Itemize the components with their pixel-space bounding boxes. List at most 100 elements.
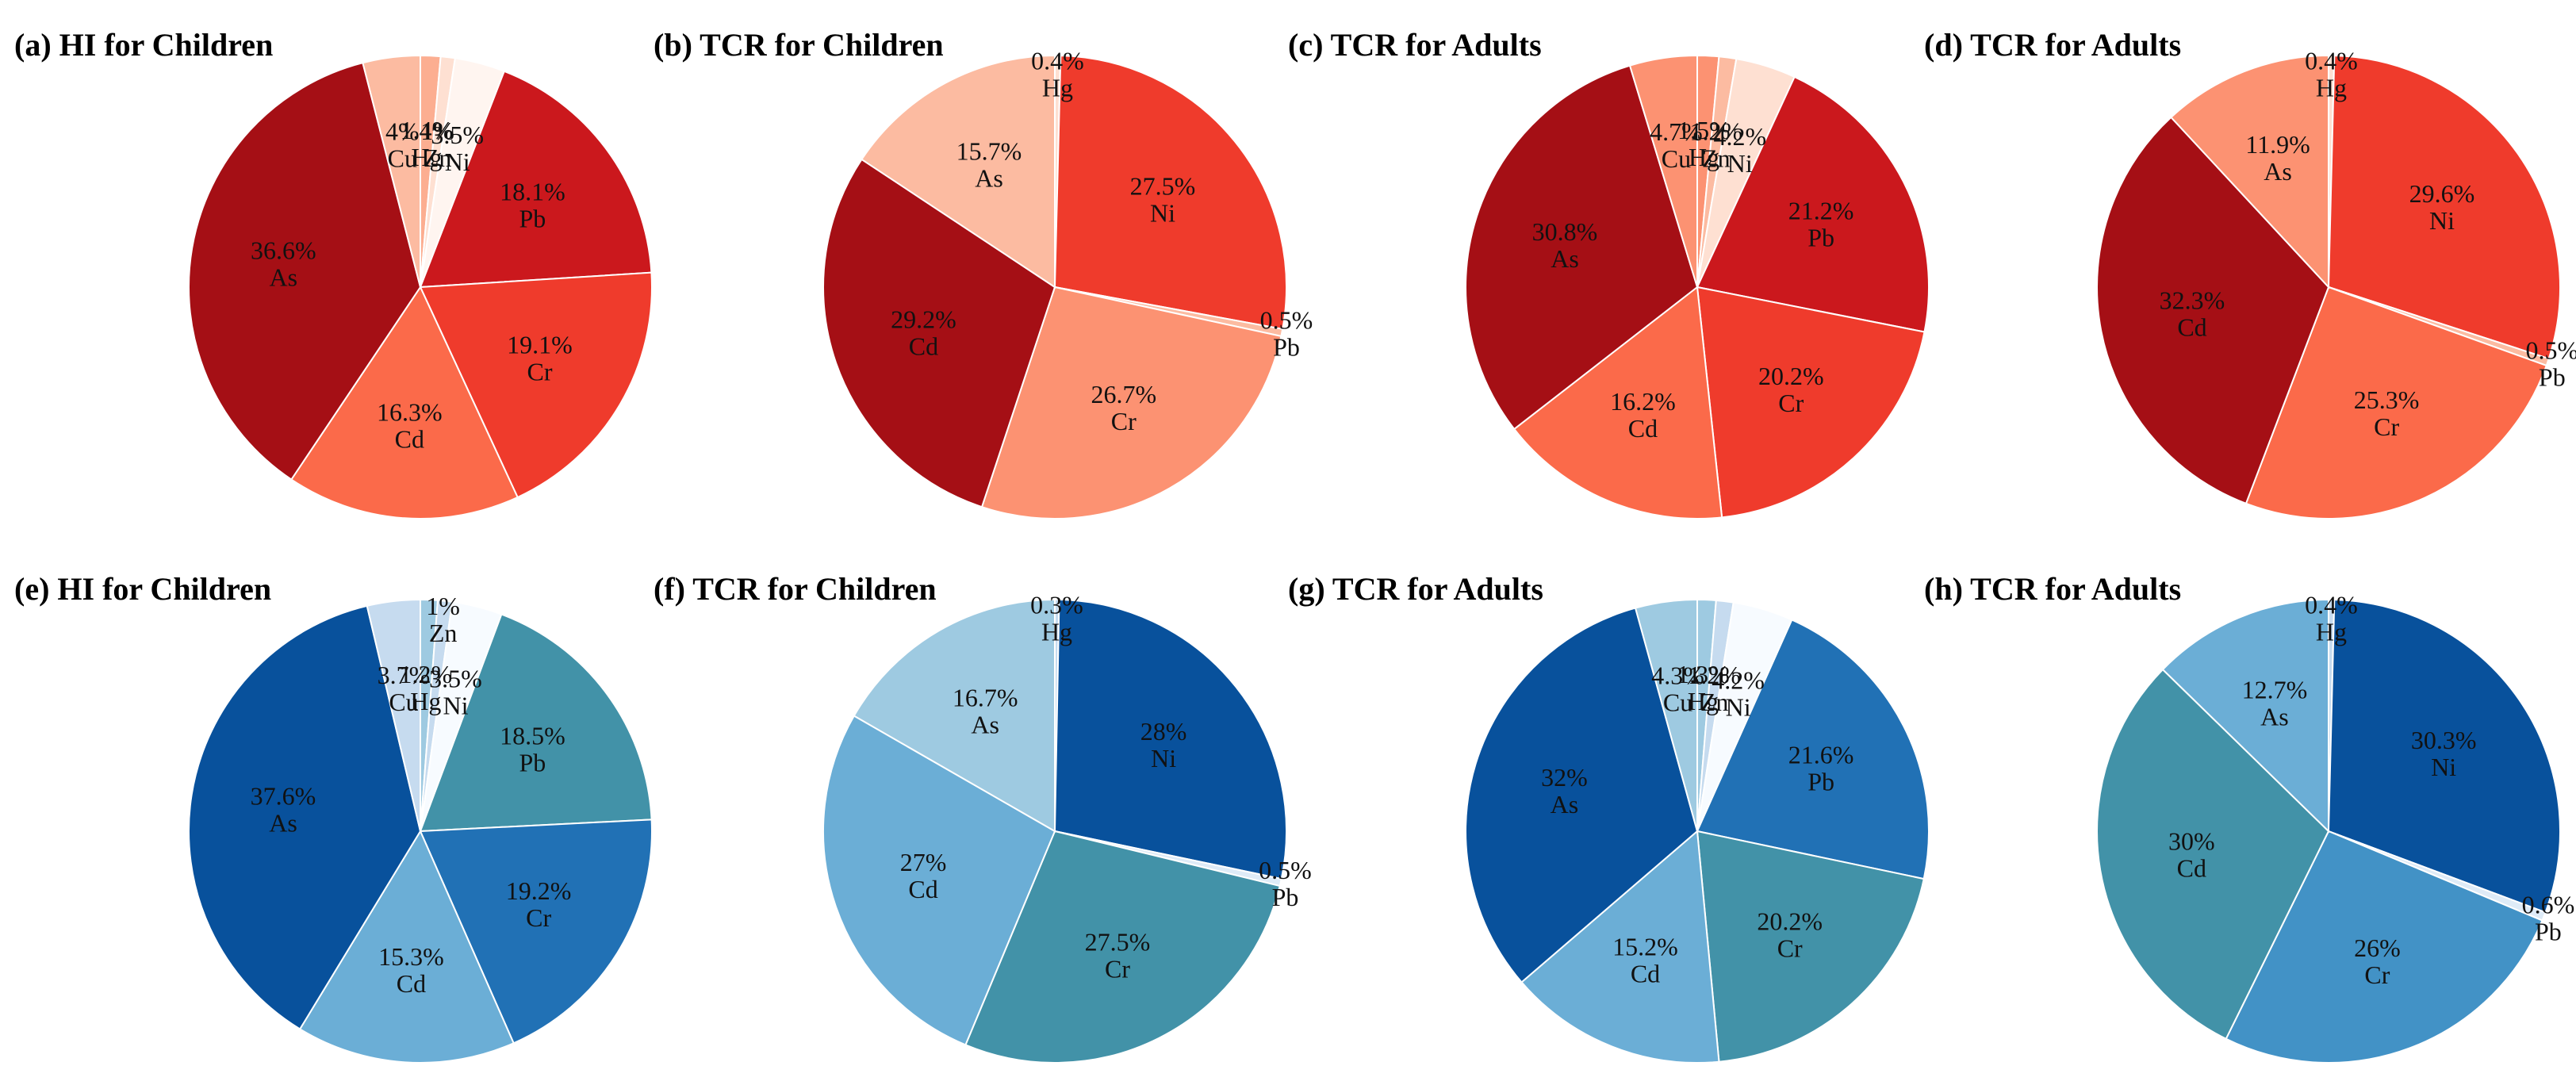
data-label-category: As <box>975 164 1003 193</box>
pie-slice-cr <box>2244 286 2548 519</box>
chart-title: (d) TCR for Adults <box>1924 27 2181 63</box>
data-label-value: 1.5% <box>1677 116 1731 144</box>
data-label-category: Pb <box>1272 883 1299 911</box>
data-label-category: Ni <box>1727 149 1753 178</box>
data-label-category: Cd <box>909 332 938 360</box>
data-label-category: Cd <box>1628 414 1658 443</box>
data-label-category: Cd <box>1631 960 1660 988</box>
pie-slice-cd <box>290 285 519 519</box>
data-label-category: As <box>971 710 999 738</box>
data-label-category: Ni <box>2429 206 2455 235</box>
data-label-category: Zn <box>429 619 458 647</box>
pie-slice-cu <box>366 598 421 832</box>
data-label-value: 27% <box>900 848 947 876</box>
pie-slice-cr <box>964 830 1281 1064</box>
chart-title: (h) TCR for Adults <box>1924 571 2181 607</box>
pie-slice-as <box>853 598 1056 833</box>
data-label-category: Ni <box>1726 693 1751 722</box>
data-label-value: 1.3% <box>1677 660 1730 688</box>
data-label-value: 15.2% <box>1612 933 1678 961</box>
chart-title: (a) HI for Children <box>14 27 273 63</box>
chart-title: (g) TCR for Adults <box>1288 571 1543 607</box>
pie-chart-h: (h) TCR for Adults 0.4%Hg 30.3%Ni 0.6%Pb 26%… <box>1924 571 2575 1064</box>
chart-title: (f) TCR for Children <box>654 571 937 607</box>
pie-slice-cr <box>419 271 653 499</box>
data-label-value: 0.5% <box>1260 306 1313 335</box>
data-label-value: 4.3% <box>1651 661 1704 690</box>
pie-slice-cr <box>1696 286 1926 519</box>
pie-slice-as <box>861 54 1056 289</box>
data-label-value: 0.4% <box>2305 46 2358 75</box>
data-label-value: 1.2% <box>1689 117 1742 146</box>
pie-slice-cd <box>822 158 1056 508</box>
data-label-category: Cr <box>1105 954 1130 983</box>
pie-chart-e: (e) HI for Children 1.2%Hg 1%Zn 3.5%Ni 18.5%… <box>14 571 653 1064</box>
data-label-category: Hg <box>2316 73 2347 102</box>
data-label-value: 0.4% <box>2305 590 2358 619</box>
pie-slice-ni <box>2327 55 2561 360</box>
data-label-value: 28% <box>1140 717 1187 746</box>
pie-chart-b: (b) TCR for Children 0.4%Hg 27.5%Ni 0.5%Pb 2… <box>654 27 1313 519</box>
pie-slice-ni <box>1053 55 1287 331</box>
data-label-value: 19.2% <box>506 876 572 905</box>
data-label-category: Cr <box>1778 389 1804 417</box>
data-label-category: Ni <box>1150 199 1175 228</box>
data-label-value: 20.2% <box>1758 362 1824 390</box>
pie-slice-ni <box>1053 599 1287 880</box>
pie-slice-pb <box>419 70 653 289</box>
pie-slice-cu <box>1628 54 1698 288</box>
data-label-category: Cd <box>2177 312 2206 341</box>
data-label-category: Cu <box>389 688 418 716</box>
data-label-category: Cr <box>1777 934 1803 963</box>
pie-slice-cr <box>980 286 1282 519</box>
data-label-category: Cu <box>1663 688 1692 717</box>
pie-slice-cd <box>298 829 515 1064</box>
pie-slice-as <box>188 604 422 1030</box>
data-label-category: Cu <box>1662 144 1691 173</box>
data-label-value: 30.8% <box>1532 217 1598 246</box>
data-label-value: 3.5% <box>429 665 482 693</box>
data-label-category: As <box>269 809 297 838</box>
pie-slice-cu <box>1634 598 1698 832</box>
pie-slice-cr <box>2225 830 2543 1064</box>
data-label-category: Hg <box>410 687 441 715</box>
data-label-category: Cr <box>2374 412 2399 441</box>
pie-slice-cu <box>362 54 421 288</box>
data-label-value: 16.7% <box>953 683 1018 711</box>
pie-slice-pb <box>1696 75 1930 333</box>
data-label-value: 1% <box>426 592 460 620</box>
data-label-category: Cd <box>395 425 424 454</box>
data-label-value: 19.1% <box>507 331 573 359</box>
data-label-category: Hg <box>1042 73 1073 102</box>
data-label-value: 21.6% <box>1788 741 1854 769</box>
data-label-category: Zn <box>424 144 452 172</box>
pie-chart-f: (f) TCR for Children 0.3%Hg 28%Ni 0.5%Pb 27.… <box>654 571 1312 1064</box>
data-label-category: Ni <box>2431 753 2456 781</box>
data-label-value: 20.2% <box>1757 907 1823 936</box>
data-label-category: Hg <box>1688 687 1719 715</box>
data-label-value: 0.4% <box>1031 46 1084 75</box>
data-label-category: Zn <box>1700 688 1729 716</box>
data-label-value: 29.6% <box>2409 179 2475 208</box>
pie-slice-ni <box>2327 599 2561 914</box>
pie-chart-c: (c) TCR for Adults 1.5%Hg1.2%Zn4.2%Ni 21.2… <box>1288 27 1930 519</box>
data-label-value: 0.6% <box>2522 891 2575 919</box>
pie-slice-as <box>2170 54 2329 289</box>
pie-slice-cr <box>1696 830 1925 1063</box>
data-label-category: Hg <box>1041 617 1072 646</box>
data-label-value: 25.3% <box>2354 385 2420 414</box>
data-label-category: Pb <box>1807 768 1834 796</box>
pie-slice-cd <box>2096 668 2330 1041</box>
data-label-category: Pb <box>519 205 546 233</box>
data-label-value: 3.5% <box>431 121 484 149</box>
data-label-value: 1.4% <box>401 116 454 144</box>
data-label-value: 26.7% <box>1091 380 1156 408</box>
data-label-value: 30.3% <box>2411 726 2477 754</box>
data-label-value: 1.2% <box>1688 661 1741 689</box>
data-label-value: 0.5% <box>1259 856 1312 884</box>
data-label-category: Pb <box>2535 918 2562 946</box>
data-label-value: 32% <box>1541 763 1588 792</box>
data-label-category: Hg <box>411 143 442 171</box>
chart-title: (e) HI for Children <box>14 571 271 607</box>
